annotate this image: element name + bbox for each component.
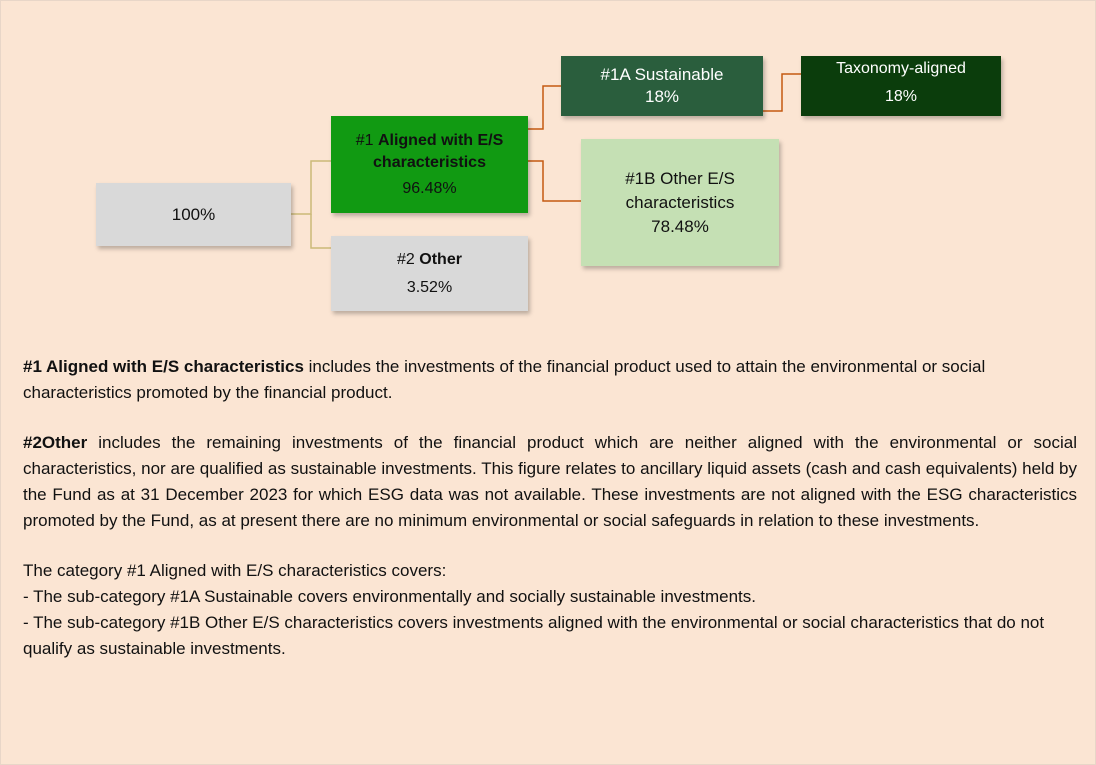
bold-term: #2Other bbox=[23, 433, 88, 452]
connectors bbox=[291, 73, 801, 249]
root-node: 100% bbox=[96, 183, 291, 246]
connector bbox=[310, 214, 331, 249]
line: - The sub-category #1B Other E/S charact… bbox=[23, 613, 1045, 658]
taxonomy-node: Taxonomy-aligned 18% bbox=[801, 56, 1001, 116]
paragraph-text: includes the remaining investments of th… bbox=[23, 433, 1077, 530]
paragraph: #1 Aligned with E/S characteristics incl… bbox=[23, 354, 1077, 406]
line: The category #1 Aligned with E/S charact… bbox=[23, 561, 447, 580]
node-value: 78.48% bbox=[651, 216, 709, 236]
node-prefix: #2 bbox=[397, 250, 415, 268]
node-value: 18% bbox=[884, 88, 918, 105]
node-label: #1A Sustainable bbox=[600, 65, 724, 84]
node-value: 18% bbox=[644, 87, 680, 106]
paragraph: #2Other includes the remaining investmen… bbox=[23, 430, 1077, 534]
paragraph-text: includes the investments of the financia… bbox=[23, 357, 986, 402]
connector bbox=[528, 160, 581, 202]
node-label: Taxonomy-aligned bbox=[836, 60, 966, 77]
other-node: #2 Other 3.52% bbox=[331, 236, 528, 311]
description: #1 Aligned with E/S characteristics incl… bbox=[23, 354, 1077, 662]
aligned-node: #1 Aligned with E/S characteristics 96.4… bbox=[331, 116, 528, 213]
node-label: #1B Other E/S characteristics bbox=[625, 168, 735, 212]
node-label: Aligned with E/S characteristics bbox=[373, 131, 504, 171]
connector bbox=[291, 160, 331, 215]
node-value: 96.48% bbox=[402, 179, 457, 197]
connector bbox=[763, 73, 801, 112]
bold-term: #1 Aligned with E/S characteristics bbox=[23, 357, 304, 376]
connector bbox=[528, 85, 561, 130]
sustainable-node: #1A Sustainable 18% bbox=[561, 56, 763, 116]
other-es-node: #1B Other E/S characteristics 78.48% bbox=[581, 139, 779, 266]
line: - The sub-category #1A Sustainable cover… bbox=[23, 587, 756, 606]
node-label: Other bbox=[419, 250, 462, 268]
node-prefix: #1 bbox=[355, 131, 374, 149]
node-value: 100% bbox=[171, 204, 216, 224]
node-value: 3.52% bbox=[406, 278, 453, 296]
paragraph: The category #1 Aligned with E/S charact… bbox=[23, 558, 1077, 662]
